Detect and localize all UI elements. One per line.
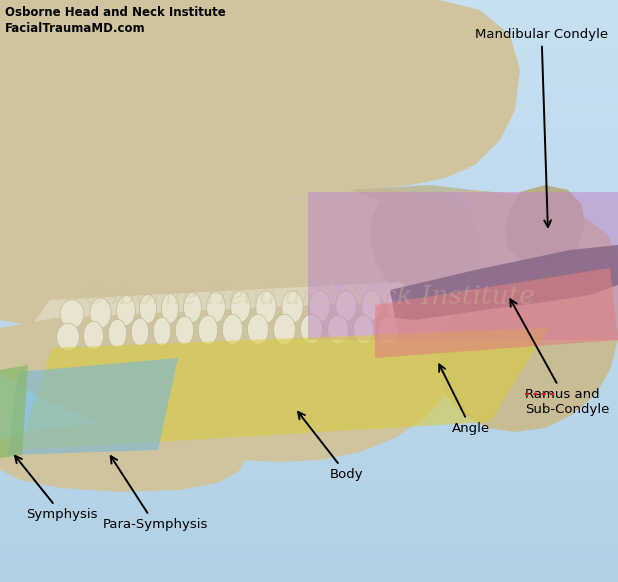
Ellipse shape [161,294,179,324]
Ellipse shape [300,314,323,344]
Text: Ramus and
Sub-Condyle: Ramus and Sub-Condyle [510,299,609,416]
Ellipse shape [282,291,303,323]
Text: Osborne Head and Neck Institute: Osborne Head and Neck Institute [83,285,535,309]
Ellipse shape [90,298,111,328]
Ellipse shape [336,290,356,321]
Ellipse shape [153,317,171,346]
Polygon shape [0,300,470,462]
Text: Angle: Angle [439,364,490,435]
Ellipse shape [198,315,218,345]
Ellipse shape [176,316,193,345]
Ellipse shape [206,292,226,322]
Ellipse shape [184,293,201,322]
Ellipse shape [387,292,405,321]
Text: Osborne Head and Neck Institute: Osborne Head and Neck Institute [5,6,226,19]
Ellipse shape [256,291,276,323]
Ellipse shape [378,316,397,344]
Ellipse shape [131,318,149,346]
Text: Symphysis: Symphysis [15,456,98,521]
Ellipse shape [117,296,135,325]
Text: Mandibular Condyle: Mandibular Condyle [475,28,608,227]
Ellipse shape [247,314,269,345]
Ellipse shape [309,291,330,322]
Polygon shape [0,0,520,240]
Text: Body: Body [298,412,363,481]
Ellipse shape [222,314,243,345]
Ellipse shape [108,320,127,348]
Polygon shape [390,245,618,320]
Ellipse shape [57,323,80,351]
Polygon shape [438,190,618,432]
Polygon shape [375,268,618,358]
Polygon shape [0,190,492,380]
Text: Para-Symphysis: Para-Symphysis [103,456,208,531]
Polygon shape [0,365,28,458]
Polygon shape [30,282,420,340]
Polygon shape [0,418,250,492]
Ellipse shape [274,314,295,345]
Ellipse shape [353,315,374,344]
Ellipse shape [231,291,250,322]
Polygon shape [8,358,178,455]
Polygon shape [308,192,618,340]
Polygon shape [18,328,548,450]
Ellipse shape [328,315,349,344]
Ellipse shape [362,290,381,320]
Ellipse shape [83,321,104,350]
Ellipse shape [60,300,84,328]
Text: FacialTraumaMD.com: FacialTraumaMD.com [5,22,146,35]
Ellipse shape [140,294,156,324]
Polygon shape [350,185,540,320]
Polygon shape [505,185,585,268]
